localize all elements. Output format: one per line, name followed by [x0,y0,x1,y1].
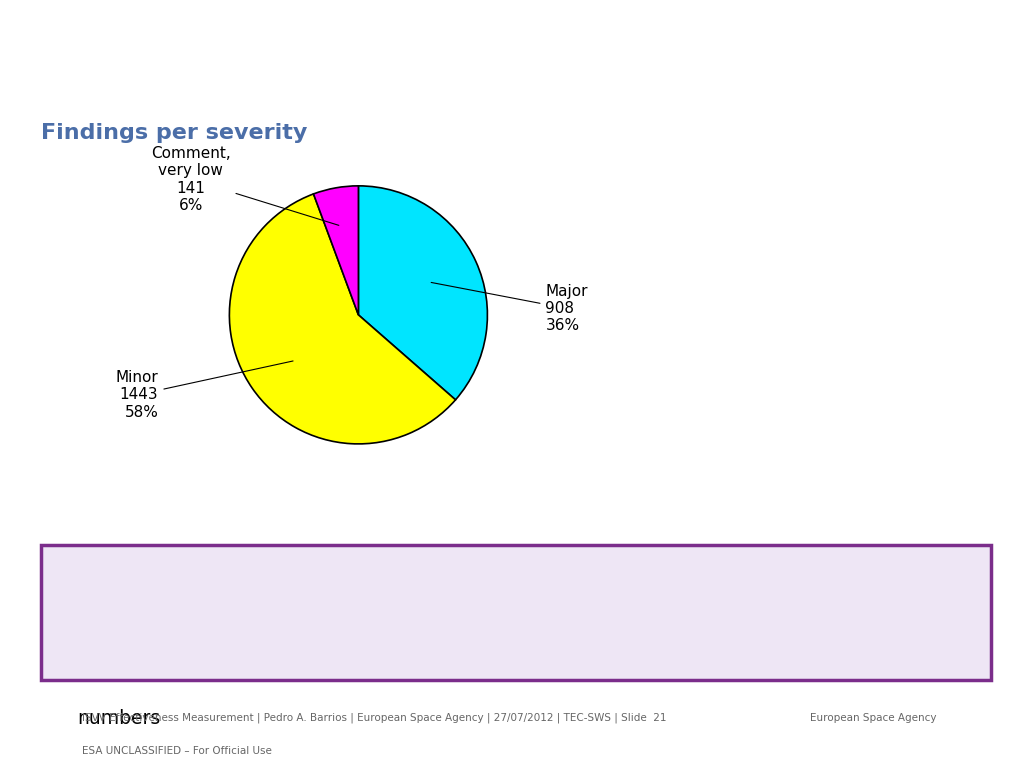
Text: (TA, DA, CA) are: (TA, DA, CA) are [382,642,545,661]
Text: stages: stages [337,642,407,661]
Text: Comment,
very low
141
6%: Comment, very low 141 6% [151,146,339,225]
Wedge shape [358,186,487,400]
Text: •: • [58,583,70,602]
Text: Most of findings are minor.: Most of findings are minor. [77,583,333,602]
Text: •: • [58,642,70,661]
Text: Major findings account for 36%.: Major findings account for 36%. [285,583,623,602]
Text: European Space Agency: European Space Agency [810,713,937,723]
Text: numbers: numbers [77,710,161,728]
Wedge shape [229,194,456,444]
Text: Major
908
36%: Major 908 36% [431,283,588,333]
Text: found across the three: found across the three [159,642,383,661]
Text: to these: to these [567,642,650,661]
Text: Findings per severity: Findings per severity [41,123,307,143]
Text: similar: similar [515,642,588,661]
Text: ISVV Effectiveness Measurement | Pedro A. Barrios | European Space Agency | 27/0: ISVV Effectiveness Measurement | Pedro A… [82,713,667,723]
Text: ESA UNCLASSIFIED – For Official Use: ESA UNCLASSIFIED – For Official Use [82,746,271,756]
Text: Proportions: Proportions [77,642,201,661]
Text: Minor
1443
58%: Minor 1443 58% [116,361,293,420]
Text: ISVV metrics collection & analysis  (7/10): ISVV metrics collection & analysis (7/10… [41,32,719,60]
Wedge shape [313,186,358,315]
